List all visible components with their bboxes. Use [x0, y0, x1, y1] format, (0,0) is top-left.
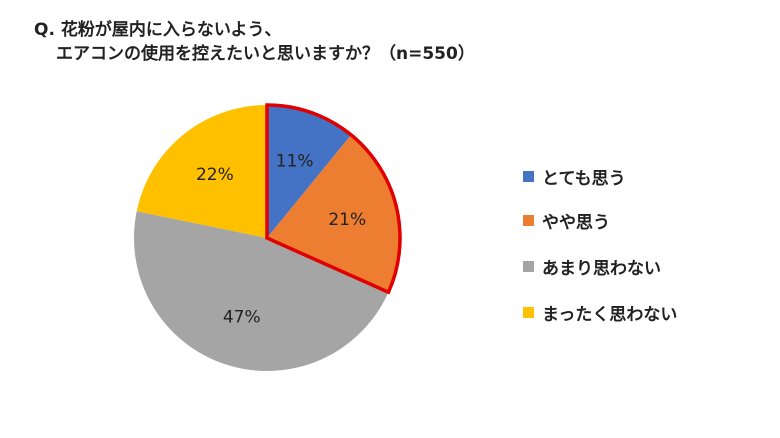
legend-item-totemo: とても思う	[523, 164, 626, 189]
legend-item-amari: あまり思わない	[523, 254, 661, 279]
slice-amari	[134, 211, 389, 371]
data-label: 11%	[276, 151, 314, 171]
legend-label: まったく思わない	[542, 305, 678, 325]
legend-swatch-gray	[523, 261, 534, 272]
slice-mattaku	[136, 105, 267, 238]
chart-title: Q. 花粉が屋内に入らないよう、 エアコンの使用を控えたいと思いますか？（n=5…	[34, 18, 475, 66]
legend-swatch-orange	[523, 215, 534, 226]
slice-yaya	[267, 134, 401, 293]
legend-swatch-blue	[523, 171, 534, 182]
title-line-2: エアコンの使用を控えたいと思いますか？（n=550）	[56, 44, 475, 64]
data-label: 21%	[328, 210, 366, 230]
data-label: 47%	[223, 308, 261, 328]
title-line-1: Q. 花粉が屋内に入らないよう、	[34, 20, 282, 40]
data-label: 22%	[196, 165, 234, 185]
highlight-outline	[265, 103, 402, 295]
legend-label: やや思う	[542, 213, 610, 233]
legend-item-mattaku: まったく思わない	[523, 300, 677, 325]
slice-totemo	[267, 105, 352, 238]
legend-item-yaya: やや思う	[523, 208, 610, 233]
legend-label: あまり思わない	[542, 259, 661, 279]
legend-label: とても思う	[542, 169, 626, 189]
legend-swatch-yellow	[523, 307, 534, 318]
